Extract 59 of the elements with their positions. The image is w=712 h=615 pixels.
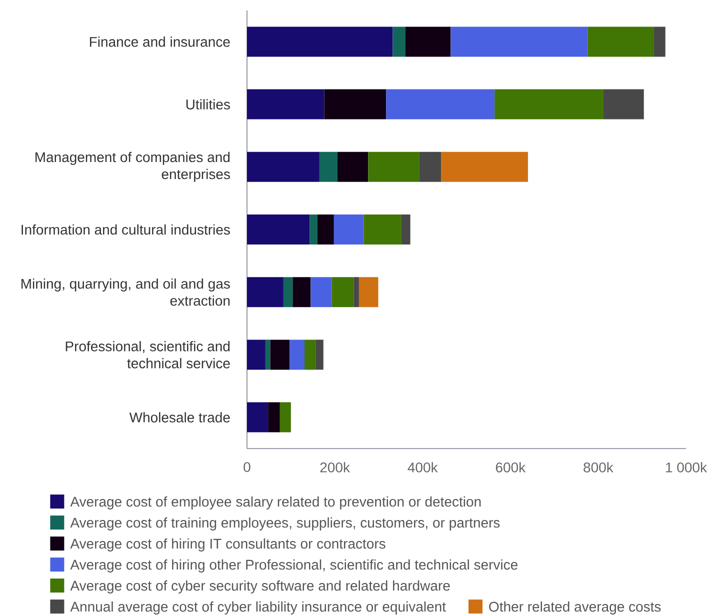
bar bbox=[247, 26, 393, 57]
bar bbox=[588, 26, 654, 57]
bar bbox=[247, 340, 266, 370]
bar bbox=[334, 214, 364, 244]
legend-label: Average cost of hiring IT consultants or contractors bbox=[70, 538, 386, 552]
bar bbox=[310, 214, 318, 244]
bar bbox=[292, 277, 311, 308]
y-tick-label: Professional, scientific and technical service bbox=[66, 341, 230, 368]
bar bbox=[368, 152, 420, 182]
bar bbox=[405, 26, 451, 57]
legend-label: Average cost of training employees, suppliers, customers, or partners bbox=[70, 517, 500, 530]
bar bbox=[450, 26, 588, 57]
bar bbox=[419, 152, 442, 182]
bar bbox=[247, 152, 320, 182]
legend-label: Average cost of cyber security software and related hardware bbox=[70, 580, 450, 594]
bar bbox=[401, 214, 410, 244]
legend-label: Annual average cost of cyber liability insurance or equivalent bbox=[70, 601, 446, 614]
x-tick-label: 200k bbox=[320, 462, 350, 472]
legend-label: Other related average costs bbox=[489, 601, 661, 614]
bar bbox=[441, 152, 528, 182]
x-tick-label: 1 000k bbox=[666, 462, 708, 472]
bar bbox=[268, 402, 280, 432]
bar bbox=[247, 89, 324, 120]
x-tick-label: 0 bbox=[244, 462, 250, 472]
bar bbox=[280, 402, 291, 432]
y-tick-label: Utilities bbox=[186, 99, 230, 110]
bar bbox=[304, 340, 316, 370]
y-tick-label: Information and cultural industries bbox=[22, 224, 230, 235]
bar bbox=[654, 26, 666, 57]
y-tick-label: Wholesale trade bbox=[129, 412, 230, 422]
x-tick-label: 600k bbox=[496, 462, 526, 472]
bar bbox=[265, 340, 270, 370]
x-tick-label: 800k bbox=[584, 462, 614, 472]
bar bbox=[319, 152, 338, 182]
legend-label: Average cost of employee salary related to prevention or detection bbox=[70, 496, 481, 510]
bar bbox=[270, 340, 290, 370]
bar bbox=[332, 277, 354, 308]
y-tick-label: Mining, quarrying, and oil and gas extraction bbox=[22, 278, 230, 306]
bar bbox=[603, 89, 644, 120]
bar bbox=[247, 214, 310, 244]
bar bbox=[283, 277, 293, 308]
bar bbox=[337, 152, 368, 182]
bar bbox=[290, 340, 305, 370]
bar bbox=[324, 89, 386, 120]
bar bbox=[364, 214, 402, 244]
bar bbox=[247, 402, 268, 432]
bar bbox=[386, 89, 495, 120]
bar bbox=[310, 277, 332, 308]
bar bbox=[494, 89, 604, 120]
bar bbox=[392, 26, 406, 57]
legend-label: Average cost of hiring other Professional, scientific and technical service bbox=[70, 559, 518, 572]
bar bbox=[317, 214, 334, 244]
bar bbox=[316, 340, 324, 370]
bar bbox=[247, 277, 284, 308]
y-tick-label: Finance and insurance bbox=[90, 36, 230, 47]
y-tick-label: Management of companies and enterprises bbox=[36, 152, 230, 182]
bar bbox=[358, 277, 378, 308]
x-tick-label: 400k bbox=[408, 462, 438, 472]
bar bbox=[354, 277, 359, 308]
